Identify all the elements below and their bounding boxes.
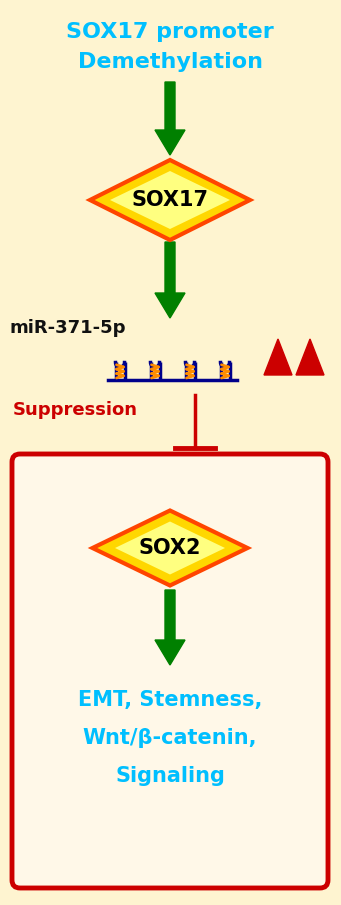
Text: Signaling: Signaling	[115, 766, 225, 786]
Polygon shape	[115, 521, 225, 575]
Text: miR-371-5p: miR-371-5p	[10, 319, 126, 337]
Text: SOX2: SOX2	[139, 538, 201, 558]
Polygon shape	[110, 171, 230, 229]
Text: EMT, Stemness,: EMT, Stemness,	[78, 690, 262, 710]
Polygon shape	[92, 510, 248, 586]
Polygon shape	[264, 339, 292, 375]
Polygon shape	[90, 160, 250, 240]
Text: Suppression: Suppression	[13, 401, 137, 419]
Text: Demethylation: Demethylation	[77, 52, 263, 72]
Text: SOX17 promoter: SOX17 promoter	[66, 22, 274, 42]
Text: Wnt/β-catenin,: Wnt/β-catenin,	[83, 728, 257, 748]
Polygon shape	[155, 590, 185, 665]
Polygon shape	[155, 82, 185, 155]
Polygon shape	[296, 339, 324, 375]
Text: SOX17: SOX17	[132, 190, 208, 210]
FancyBboxPatch shape	[12, 454, 328, 888]
Polygon shape	[155, 242, 185, 318]
